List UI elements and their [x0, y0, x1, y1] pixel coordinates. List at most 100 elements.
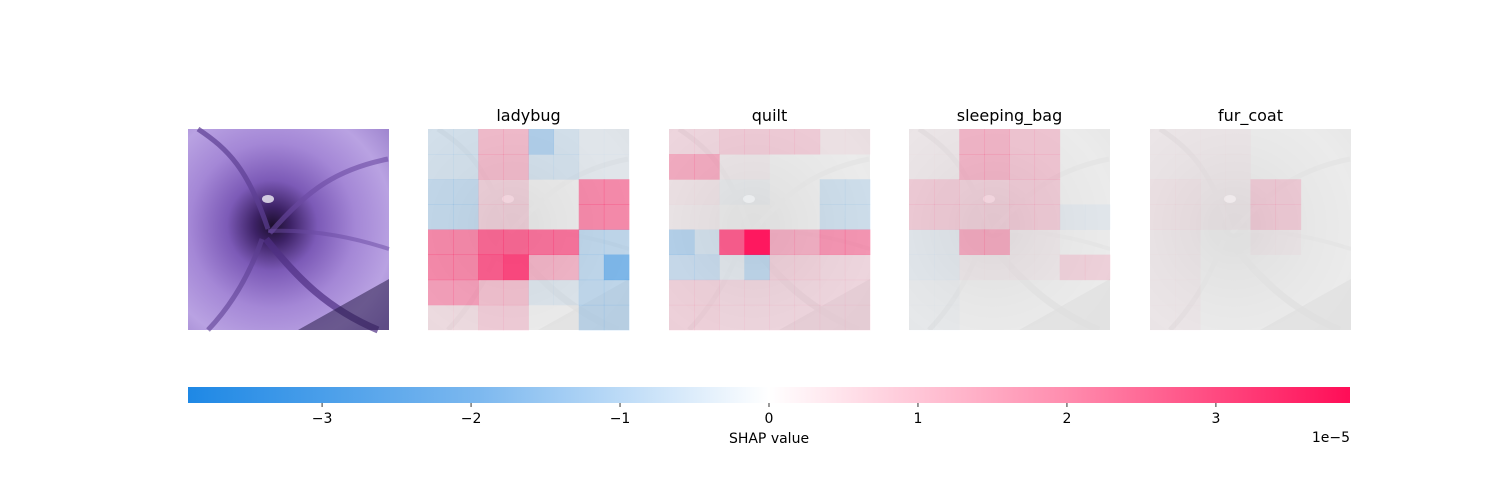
heat-cell: [1034, 154, 1061, 180]
heat-cell: [744, 279, 770, 306]
heat-cell: [770, 154, 796, 180]
heat-cell: [1326, 154, 1352, 180]
heat-cell: [603, 204, 630, 230]
heat-cell: [578, 254, 605, 281]
heat-cell: [1060, 179, 1086, 205]
heat-cell: [719, 304, 745, 331]
heat-cell: [453, 204, 479, 230]
heat-cell: [603, 279, 630, 306]
heat-cell: [1326, 129, 1352, 155]
heat-cell: [1035, 255, 1061, 281]
heat-cell: [769, 279, 796, 306]
heat-cell: [984, 229, 1010, 256]
panel-ladybug: ladybug: [428, 106, 629, 330]
heat-cell: [744, 179, 770, 205]
panel-title-fur-coat: fur_coat: [1218, 106, 1283, 126]
heat-cell: [1084, 254, 1111, 281]
colorbar-offset-text: 1e−5: [1312, 430, 1350, 446]
heat-cell: [1150, 154, 1176, 180]
heat-cell: [529, 179, 555, 205]
heat-cell: [1200, 230, 1226, 256]
colorbar-tick-label: −3: [312, 411, 333, 427]
heat-cell: [1009, 179, 1036, 205]
heat-cell: [1276, 154, 1302, 180]
heat-cell: [984, 255, 1010, 281]
heat-cell: [1225, 179, 1251, 205]
heat-cell: [1301, 179, 1327, 205]
panel-sleeping-bag: sleeping_bag: [909, 106, 1110, 330]
heat-cell: [719, 129, 745, 155]
heat-cell: [478, 254, 504, 281]
heat-cell: [934, 254, 960, 281]
heat-cell: [1275, 179, 1302, 205]
heat-cell: [478, 129, 504, 155]
heat-cell: [428, 304, 454, 331]
heat-cell: [1175, 230, 1201, 256]
heat-cell: [984, 129, 1010, 155]
colorbar-tick-label: 3: [1211, 411, 1220, 427]
heat-cell: [820, 154, 846, 180]
heat-cell: [428, 254, 454, 281]
heat-cell: [770, 204, 796, 230]
heat-cell: [819, 304, 846, 331]
heat-cell: [1060, 129, 1086, 155]
heat-cell: [1275, 204, 1302, 230]
heat-cell: [1085, 305, 1111, 331]
heat-cell: [744, 229, 770, 256]
heat-cell: [1175, 280, 1201, 306]
heat-cell: [554, 179, 580, 205]
heat-cell: [503, 229, 529, 256]
heat-cell: [984, 305, 1010, 331]
heat-cell: [959, 280, 985, 306]
heat-cell: [578, 154, 605, 180]
colorbar-tick-label: −1: [610, 411, 631, 427]
heat-cell: [1326, 255, 1352, 281]
heat-cell: [934, 129, 960, 155]
heat-cell: [1276, 230, 1302, 256]
heat-cell: [1034, 129, 1061, 155]
panel-title-ladybug: ladybug: [496, 106, 560, 125]
heat-cell: [553, 229, 580, 256]
heat-cell: [1301, 255, 1327, 281]
heat-cell: [819, 279, 846, 306]
heat-cell: [478, 179, 504, 205]
heat-cell: [1085, 129, 1111, 155]
heat-cell: [1225, 204, 1251, 230]
heat-cell: [1200, 305, 1226, 331]
heat-cell: [1034, 204, 1061, 230]
heat-cell: [1301, 305, 1327, 331]
heat-cell: [909, 280, 935, 306]
heat-cell: [428, 204, 454, 230]
heat-cell: [478, 229, 504, 256]
panel-quilt: quilt: [669, 106, 870, 330]
heat-cell: [478, 154, 504, 180]
heat-cell: [603, 304, 630, 331]
heat-cell: [554, 204, 580, 230]
heat-cell: [844, 129, 871, 155]
heat-cell: [744, 154, 770, 180]
heat-cell: [1010, 230, 1036, 256]
colorbar-label: SHAP value: [729, 431, 809, 447]
heat-cell: [1035, 230, 1061, 256]
heat-cell: [744, 304, 770, 331]
heat-cell: [719, 179, 745, 205]
heat-cell: [1060, 154, 1086, 180]
heat-cell: [909, 129, 935, 155]
heat-cell: [1085, 280, 1111, 306]
heat-cell: [694, 304, 720, 331]
heat-cell: [909, 305, 935, 331]
heat-cell: [503, 304, 529, 331]
heat-cell: [844, 304, 871, 331]
heat-cell: [478, 304, 504, 331]
colorbar-tick-label: 0: [765, 411, 774, 427]
colorbar-tick-label: 1: [914, 411, 923, 427]
heat-cell: [453, 304, 479, 331]
heat-cell: [959, 255, 985, 281]
heat-cell: [1225, 230, 1251, 256]
heat-cell: [819, 179, 846, 205]
heat-cell: [1150, 204, 1176, 230]
shap-heatmap-fur-coat: [1150, 129, 1352, 331]
heat-cell: [669, 129, 695, 155]
heat-cell: [1175, 179, 1201, 205]
original-image-panel: [188, 129, 389, 330]
